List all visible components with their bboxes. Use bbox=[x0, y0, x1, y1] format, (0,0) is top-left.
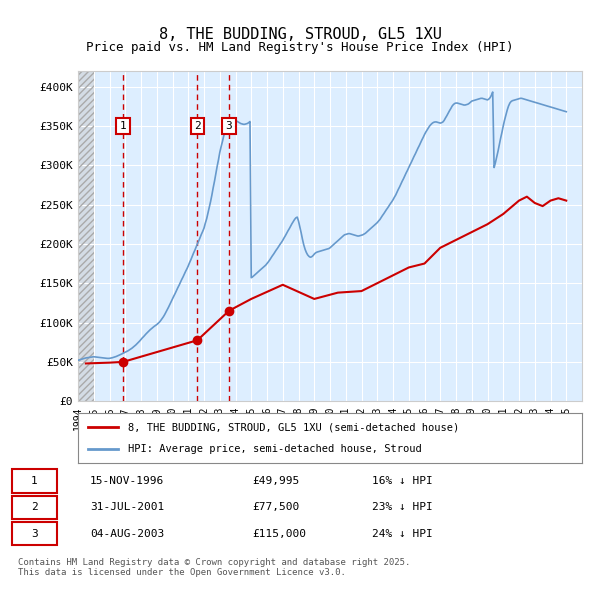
Text: 3: 3 bbox=[226, 121, 232, 131]
Text: £77,500: £77,500 bbox=[252, 503, 299, 512]
Text: 2: 2 bbox=[194, 121, 201, 131]
Text: Price paid vs. HM Land Registry's House Price Index (HPI): Price paid vs. HM Land Registry's House … bbox=[86, 41, 514, 54]
Text: 8, THE BUDDING, STROUD, GL5 1XU (semi-detached house): 8, THE BUDDING, STROUD, GL5 1XU (semi-de… bbox=[128, 422, 460, 432]
FancyBboxPatch shape bbox=[12, 470, 57, 493]
Text: £115,000: £115,000 bbox=[252, 529, 306, 539]
Text: 23% ↓ HPI: 23% ↓ HPI bbox=[372, 503, 433, 512]
Text: £49,995: £49,995 bbox=[252, 476, 299, 486]
Text: 8, THE BUDDING, STROUD, GL5 1XU: 8, THE BUDDING, STROUD, GL5 1XU bbox=[158, 27, 442, 41]
Text: 2: 2 bbox=[31, 503, 38, 512]
Text: 31-JUL-2001: 31-JUL-2001 bbox=[90, 503, 164, 512]
Text: 15-NOV-1996: 15-NOV-1996 bbox=[90, 476, 164, 486]
Text: 16% ↓ HPI: 16% ↓ HPI bbox=[372, 476, 433, 486]
Bar bbox=[78, 71, 94, 401]
FancyBboxPatch shape bbox=[12, 496, 57, 519]
Text: HPI: Average price, semi-detached house, Stroud: HPI: Average price, semi-detached house,… bbox=[128, 444, 422, 454]
Text: 1: 1 bbox=[120, 121, 127, 131]
Text: Contains HM Land Registry data © Crown copyright and database right 2025.
This d: Contains HM Land Registry data © Crown c… bbox=[18, 558, 410, 577]
Bar bbox=[78, 71, 94, 401]
Text: 24% ↓ HPI: 24% ↓ HPI bbox=[372, 529, 433, 539]
FancyBboxPatch shape bbox=[12, 522, 57, 545]
Text: 3: 3 bbox=[31, 529, 38, 539]
Text: 04-AUG-2003: 04-AUG-2003 bbox=[90, 529, 164, 539]
Text: 1: 1 bbox=[31, 476, 38, 486]
